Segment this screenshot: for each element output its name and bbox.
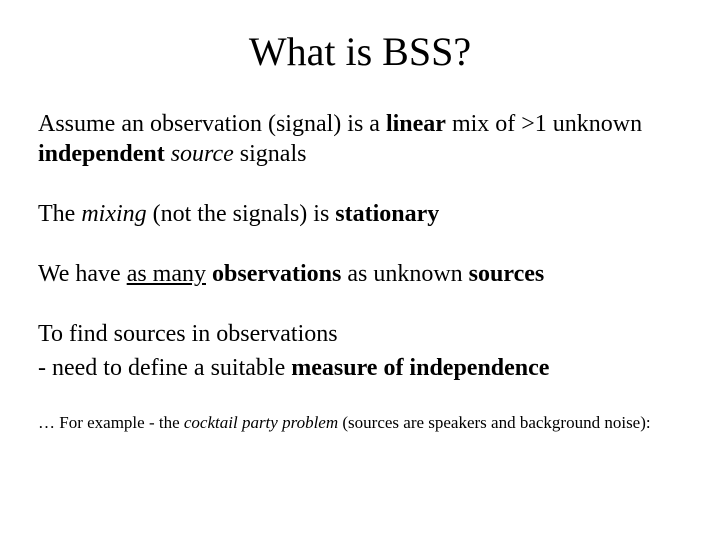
paragraph-4-line-2: - need to define a suitable measure of i… xyxy=(38,353,682,383)
text-run: (sources are speakers and background noi… xyxy=(338,413,651,432)
paragraph-4-line-1: To find sources in observations xyxy=(38,319,682,349)
text-run: - need to define a suitable xyxy=(38,355,291,381)
text-run: as unknown xyxy=(341,261,468,287)
slide-container: What is BSS? Assume an observation (sign… xyxy=(0,0,720,540)
text-run-bold: measure of independence xyxy=(291,355,549,381)
text-run-italic: source xyxy=(171,141,234,167)
text-run: We have xyxy=(38,261,127,287)
text-run-bold: stationary xyxy=(335,201,439,227)
text-run: (not the signals) is xyxy=(147,201,336,227)
text-run-bold: linear xyxy=(386,111,446,137)
text-run: mix of >1 unknown xyxy=(446,111,642,137)
paragraph-2: The mixing (not the signals) is stationa… xyxy=(38,199,682,229)
text-run-underline: as many xyxy=(127,261,206,287)
slide-title: What is BSS? xyxy=(38,28,682,75)
text-run-bold: sources xyxy=(469,261,545,287)
text-run: The xyxy=(38,201,81,227)
text-run: Assume an observation (signal) is a xyxy=(38,111,386,137)
text-run-italic: mixing xyxy=(81,201,146,227)
text-run-bold: observations xyxy=(212,261,341,287)
text-run: … For example - the xyxy=(38,413,184,432)
footnote: … For example - the cocktail party probl… xyxy=(38,413,682,433)
text-run-italic: cocktail party problem xyxy=(184,413,338,432)
text-run: signals xyxy=(234,141,307,167)
text-run-bold: independent xyxy=(38,141,165,167)
paragraph-3: We have as many observations as unknown … xyxy=(38,259,682,289)
paragraph-1: Assume an observation (signal) is a line… xyxy=(38,109,682,169)
